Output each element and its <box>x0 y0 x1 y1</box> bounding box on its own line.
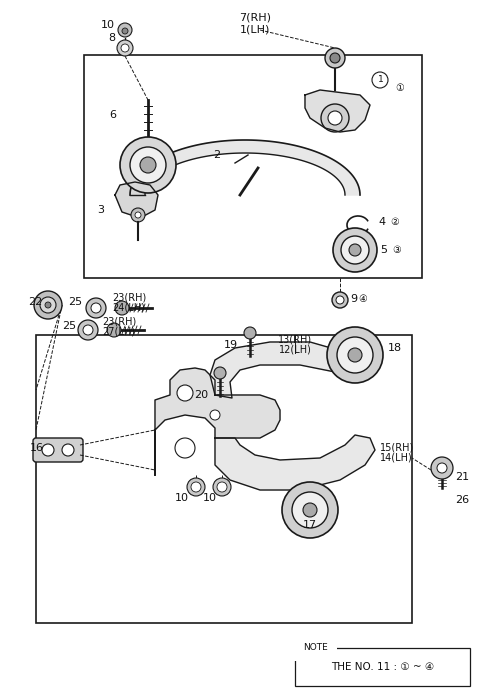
Polygon shape <box>305 90 370 132</box>
Polygon shape <box>115 182 158 218</box>
Text: 4: 4 <box>378 217 385 227</box>
Text: 25: 25 <box>68 297 82 307</box>
Polygon shape <box>155 368 280 475</box>
Circle shape <box>303 503 317 517</box>
Circle shape <box>107 323 121 337</box>
Text: 1(LH): 1(LH) <box>240 25 270 35</box>
Circle shape <box>213 478 231 496</box>
Polygon shape <box>130 140 360 195</box>
Text: ③: ③ <box>392 245 401 255</box>
Text: 23(RH): 23(RH) <box>102 317 136 327</box>
Circle shape <box>118 23 132 37</box>
Circle shape <box>34 291 62 319</box>
Circle shape <box>86 298 106 318</box>
Polygon shape <box>210 342 360 398</box>
Circle shape <box>40 297 56 313</box>
Text: 10: 10 <box>203 493 217 503</box>
Text: ②: ② <box>390 217 399 227</box>
Text: 12(LH): 12(LH) <box>278 345 312 355</box>
Circle shape <box>431 457 453 479</box>
Circle shape <box>282 482 338 538</box>
Circle shape <box>217 482 227 492</box>
Text: 5: 5 <box>380 245 387 255</box>
Circle shape <box>42 444 54 456</box>
Circle shape <box>130 147 166 183</box>
Circle shape <box>372 72 388 88</box>
Circle shape <box>83 325 93 335</box>
Circle shape <box>214 367 226 379</box>
Circle shape <box>135 212 141 218</box>
Circle shape <box>45 302 51 308</box>
Circle shape <box>175 438 195 458</box>
Text: 18: 18 <box>388 343 402 353</box>
Circle shape <box>348 348 362 362</box>
Bar <box>295 648 470 686</box>
Text: 20: 20 <box>194 390 208 400</box>
Text: 22: 22 <box>28 297 42 307</box>
Circle shape <box>336 296 344 304</box>
Circle shape <box>91 303 101 313</box>
Circle shape <box>333 228 377 272</box>
Circle shape <box>187 478 205 496</box>
Circle shape <box>321 104 349 132</box>
Text: ④: ④ <box>358 294 367 304</box>
Circle shape <box>330 53 340 63</box>
Text: 3: 3 <box>97 205 104 215</box>
Bar <box>84 55 422 278</box>
Circle shape <box>62 444 74 456</box>
Text: 10: 10 <box>175 493 189 503</box>
Circle shape <box>177 385 193 401</box>
Text: 8: 8 <box>108 33 115 43</box>
Text: 15(RH): 15(RH) <box>380 443 414 453</box>
Circle shape <box>117 40 133 56</box>
Circle shape <box>244 327 256 339</box>
Polygon shape <box>215 435 375 490</box>
Circle shape <box>332 292 348 308</box>
Circle shape <box>349 244 361 256</box>
Circle shape <box>115 301 129 315</box>
Circle shape <box>191 482 201 492</box>
Text: THE NO. 11 : ① ~ ④: THE NO. 11 : ① ~ ④ <box>331 662 434 672</box>
Circle shape <box>327 327 383 383</box>
Text: 13(RH): 13(RH) <box>278 335 312 345</box>
Text: 2: 2 <box>213 150 220 160</box>
Circle shape <box>210 410 220 420</box>
Text: 6: 6 <box>109 110 116 120</box>
Text: 25: 25 <box>62 321 76 331</box>
Text: 10: 10 <box>101 20 115 30</box>
Text: 7(RH): 7(RH) <box>239 13 271 23</box>
Text: 1: 1 <box>378 76 384 85</box>
Text: 9: 9 <box>350 294 357 304</box>
Text: 23(RH): 23(RH) <box>112 293 146 303</box>
Circle shape <box>140 157 156 173</box>
Circle shape <box>325 48 345 68</box>
Circle shape <box>122 28 128 34</box>
Circle shape <box>337 337 373 373</box>
Text: 14(LH): 14(LH) <box>380 453 413 463</box>
Circle shape <box>121 44 129 52</box>
Circle shape <box>437 463 447 473</box>
Text: 16: 16 <box>30 443 44 453</box>
Text: 17: 17 <box>303 520 317 530</box>
Circle shape <box>78 320 98 340</box>
Circle shape <box>341 236 369 264</box>
Text: NOTE: NOTE <box>303 643 328 652</box>
Text: 26: 26 <box>455 495 469 505</box>
Bar <box>36 335 412 623</box>
Text: 27(LH): 27(LH) <box>102 327 135 337</box>
FancyBboxPatch shape <box>33 438 83 462</box>
Circle shape <box>120 137 176 193</box>
Circle shape <box>131 208 145 222</box>
Text: 24(LH): 24(LH) <box>112 303 145 313</box>
Text: ①: ① <box>395 83 404 93</box>
Circle shape <box>328 111 342 125</box>
Circle shape <box>292 492 328 528</box>
Text: 21: 21 <box>455 472 469 482</box>
Text: 19: 19 <box>224 340 238 350</box>
